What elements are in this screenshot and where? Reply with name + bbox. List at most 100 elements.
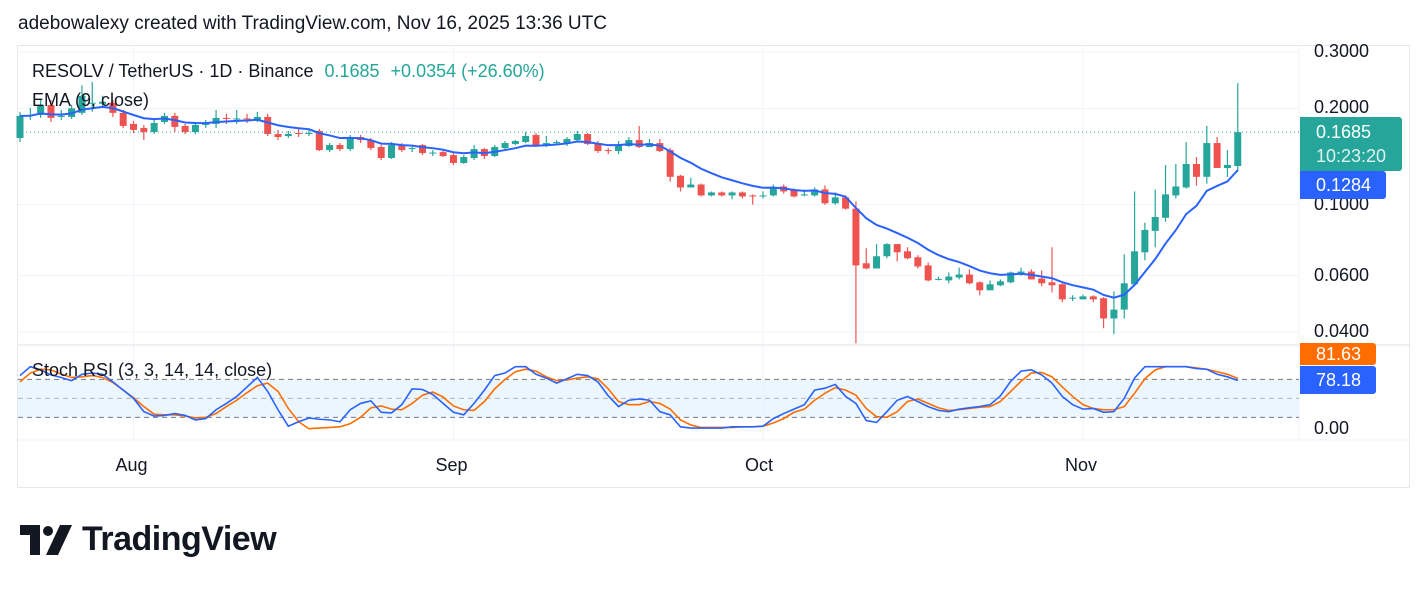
candle[interactable] bbox=[284, 130, 292, 138]
candle-body bbox=[687, 184, 695, 188]
candle[interactable] bbox=[707, 191, 715, 197]
candle[interactable] bbox=[687, 177, 695, 188]
symbol-legend: RESOLV / TetherUS · 1D · Binance 0.1685 … bbox=[32, 61, 545, 82]
candle-body bbox=[88, 102, 96, 104]
candle[interactable] bbox=[749, 194, 757, 205]
candle[interactable] bbox=[862, 248, 870, 270]
candle[interactable] bbox=[965, 269, 973, 285]
candle[interactable] bbox=[718, 191, 726, 197]
candle[interactable] bbox=[511, 140, 519, 146]
candle[interactable] bbox=[738, 191, 746, 199]
candle[interactable] bbox=[893, 244, 901, 262]
stoch-rsi-legend[interactable]: Stoch RSI (3, 3, 14, 14, close) bbox=[32, 360, 273, 380]
candle[interactable] bbox=[573, 130, 581, 142]
candle-body bbox=[367, 140, 375, 149]
candle[interactable] bbox=[811, 187, 819, 197]
candle[interactable] bbox=[604, 148, 612, 155]
candle[interactable] bbox=[646, 139, 654, 148]
candle[interactable] bbox=[883, 243, 891, 259]
candle[interactable] bbox=[460, 155, 468, 165]
candle[interactable] bbox=[522, 132, 530, 144]
candle-body bbox=[1058, 284, 1066, 300]
candle[interactable] bbox=[666, 148, 674, 182]
candle[interactable] bbox=[986, 280, 994, 291]
candle[interactable] bbox=[264, 113, 272, 137]
candle[interactable] bbox=[326, 143, 334, 153]
candle[interactable] bbox=[1234, 83, 1242, 172]
candle[interactable] bbox=[728, 191, 736, 200]
candle[interactable] bbox=[119, 109, 127, 128]
candle[interactable] bbox=[1213, 137, 1221, 169]
candle-body bbox=[418, 145, 426, 154]
candle[interactable] bbox=[955, 267, 963, 280]
tradingview-logo[interactable]: TradingView bbox=[20, 520, 277, 559]
candle[interactable] bbox=[532, 132, 540, 148]
candle[interactable] bbox=[130, 120, 138, 133]
candle[interactable] bbox=[439, 151, 447, 158]
candle[interactable] bbox=[449, 153, 457, 166]
candle[interactable] bbox=[377, 145, 385, 161]
candle[interactable] bbox=[140, 124, 148, 141]
candle[interactable] bbox=[615, 141, 623, 155]
candle[interactable] bbox=[88, 81, 96, 112]
candle[interactable] bbox=[769, 184, 777, 197]
candle[interactable] bbox=[1069, 295, 1077, 302]
candle[interactable] bbox=[1100, 297, 1108, 329]
candle[interactable] bbox=[904, 247, 912, 260]
candle[interactable] bbox=[150, 119, 158, 134]
candle[interactable] bbox=[243, 113, 251, 123]
candle[interactable] bbox=[1131, 191, 1139, 286]
candle[interactable] bbox=[501, 141, 509, 150]
candle[interactable] bbox=[1058, 283, 1066, 303]
candle[interactable] bbox=[914, 255, 922, 269]
stoch-k-line[interactable] bbox=[19, 365, 1239, 429]
candle[interactable] bbox=[1172, 164, 1180, 199]
candle[interactable] bbox=[274, 129, 282, 141]
candle[interactable] bbox=[1038, 270, 1046, 287]
candle[interactable] bbox=[1120, 254, 1128, 319]
candle[interactable] bbox=[1048, 247, 1056, 293]
stoch-d-line[interactable] bbox=[19, 365, 1239, 430]
candle[interactable] bbox=[191, 121, 199, 134]
candle[interactable] bbox=[821, 185, 829, 205]
candle[interactable] bbox=[171, 112, 179, 133]
candle-body bbox=[439, 152, 447, 157]
candle[interactable] bbox=[873, 244, 881, 269]
candle[interactable] bbox=[212, 109, 220, 128]
candle[interactable] bbox=[945, 272, 953, 284]
candle[interactable] bbox=[16, 111, 24, 142]
candle[interactable] bbox=[47, 100, 55, 122]
candle-body bbox=[563, 139, 571, 144]
candle[interactable] bbox=[1089, 295, 1097, 303]
candle[interactable] bbox=[37, 100, 45, 118]
candle[interactable] bbox=[1223, 150, 1231, 177]
candle[interactable] bbox=[1203, 125, 1211, 184]
candle[interactable] bbox=[676, 174, 684, 192]
candle[interactable] bbox=[563, 137, 571, 147]
ema-legend[interactable]: EMA (9, close) bbox=[32, 90, 150, 110]
candle[interactable] bbox=[336, 143, 344, 152]
candle[interactable] bbox=[697, 183, 705, 197]
candle[interactable] bbox=[1151, 189, 1159, 248]
candle[interactable] bbox=[584, 132, 592, 146]
candle-body bbox=[305, 132, 313, 134]
candle[interactable] bbox=[934, 276, 942, 281]
candle[interactable] bbox=[976, 281, 984, 296]
candle[interactable] bbox=[1141, 222, 1149, 261]
candle[interactable] bbox=[924, 262, 932, 282]
candle[interactable] bbox=[429, 150, 437, 157]
candle[interactable] bbox=[181, 123, 189, 134]
candle[interactable] bbox=[852, 201, 860, 344]
candle[interactable] bbox=[625, 137, 633, 148]
candle[interactable] bbox=[996, 279, 1004, 287]
candle[interactable] bbox=[1182, 141, 1190, 189]
candle[interactable] bbox=[1079, 294, 1087, 300]
candle-body bbox=[1069, 297, 1077, 299]
candle[interactable] bbox=[759, 191, 767, 199]
ema-line[interactable] bbox=[19, 105, 1239, 299]
candle[interactable] bbox=[1162, 165, 1170, 222]
candle[interactable] bbox=[1192, 157, 1200, 186]
candle[interactable] bbox=[99, 95, 107, 107]
candle[interactable] bbox=[418, 144, 426, 156]
